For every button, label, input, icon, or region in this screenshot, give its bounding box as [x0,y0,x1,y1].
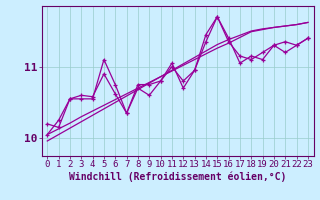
X-axis label: Windchill (Refroidissement éolien,°C): Windchill (Refroidissement éolien,°C) [69,172,286,182]
